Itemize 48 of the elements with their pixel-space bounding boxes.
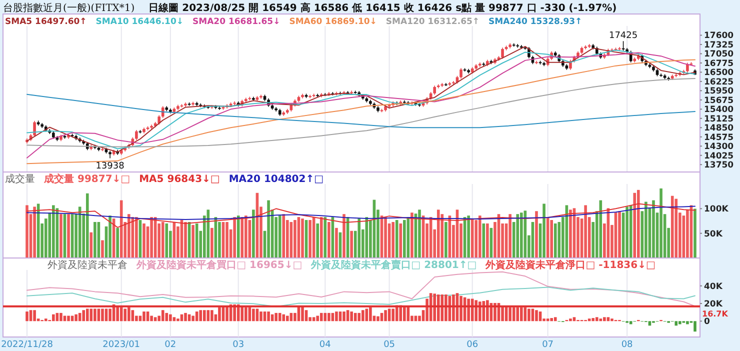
y-tick-label: 100K: [704, 204, 729, 215]
y-tick-label: 16775: [704, 58, 734, 69]
text: SMA60 16869.10↓: [289, 17, 377, 27]
x-tick-label: 2022/11/28: [1, 340, 54, 350]
x-tick-label: 03: [232, 340, 244, 350]
x-tick-label: 06: [466, 340, 478, 350]
y-tick-label: 17600: [704, 31, 734, 42]
chart-subtitle: 日線圖 2023/08/25 開 16549 高 16586 低 16415 收 16426 s點 量 99877 口 -330 (-1.97%): [148, 2, 617, 14]
y-tick-label: 17325: [704, 40, 734, 50]
y-tick-label: 15675: [704, 96, 734, 106]
text: 外資及陸資未平倉買口□ 16965↓□: [136, 259, 302, 271]
y-tick-label: 15950: [704, 86, 734, 97]
x-tick-label: 04: [319, 340, 332, 350]
ref-line-label: 16.7K: [702, 309, 729, 318]
y-tick-label: 40K: [704, 282, 723, 292]
y-tick-label: 14575: [704, 132, 734, 143]
y-tick-label: 15125: [704, 114, 734, 124]
text: SMA5 16497.60↑: [5, 17, 87, 27]
x-tick-label: 2023/01: [102, 340, 140, 350]
x-tick-label: 02: [164, 340, 176, 350]
y-tick-label: 17050: [704, 50, 734, 60]
chart-title: 成交量: [5, 173, 35, 185]
y-tick-label: 16500: [704, 68, 734, 78]
text: SMA10 16446.10↓: [96, 17, 184, 27]
text: SMA20 16681.65↓: [192, 17, 280, 27]
text: 外資及陸資未平倉賣口□ 28801↑□: [310, 259, 477, 271]
text: MA5 96843↓□: [139, 174, 220, 185]
y-tick-label: 20K: [704, 300, 723, 310]
text: SMA240 15328.93↑: [488, 17, 582, 27]
annotation: 13938: [96, 161, 125, 172]
y-tick-label: 16225: [704, 77, 734, 88]
chart-title: 外資及陸資未平倉: [48, 259, 128, 271]
y-tick-label: 14850: [704, 124, 734, 134]
text: SMA120 16312.65↑: [386, 17, 480, 27]
text: 外資及陸資未平倉淨口□ -11836↓□: [484, 259, 656, 271]
y-tick-label: 50K: [704, 229, 723, 240]
annotation: 17425: [608, 31, 638, 42]
chart-title: 台股指數近月(一般)(FITX*1): [3, 2, 135, 14]
series-label: 成交量 99877↓□: [43, 173, 130, 185]
y-tick-label: 15400: [704, 105, 734, 116]
x-tick-label: 07: [542, 340, 554, 350]
y-tick-label: 14025: [704, 151, 734, 162]
x-tick-label: 05: [384, 340, 396, 350]
y-tick-label: 13750: [704, 160, 734, 171]
text: MA20 104802↑□: [228, 174, 324, 185]
x-tick-label: 08: [621, 340, 634, 350]
y-tick-label: 14300: [704, 142, 734, 152]
y-tick-label: 0: [704, 317, 710, 328]
